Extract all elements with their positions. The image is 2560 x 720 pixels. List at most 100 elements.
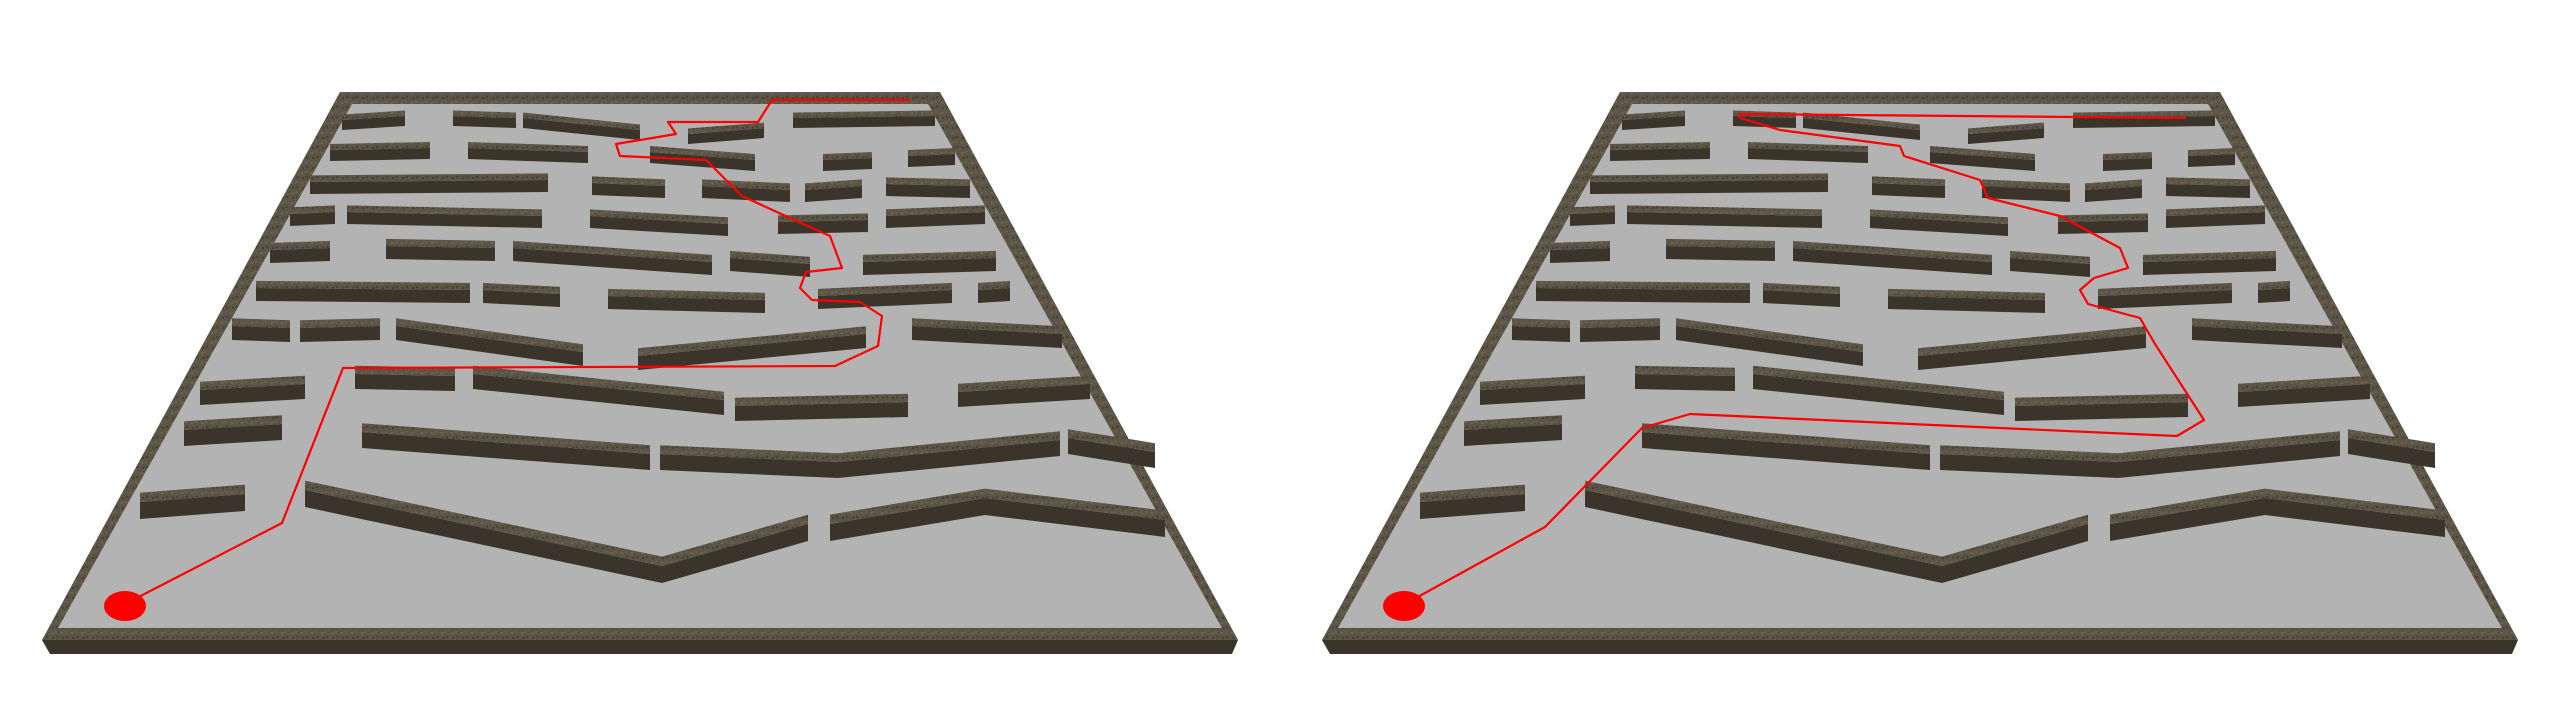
left-maze-wall-top-9 <box>823 151 872 160</box>
left-maze-wall-top-49 <box>830 488 985 524</box>
left-maze-wall-top-28 <box>608 288 765 300</box>
left-maze-wall-top-20 <box>886 205 985 216</box>
right-maze-wall-top-35 <box>2192 318 2342 334</box>
left-maze-wall-side-29 <box>818 290 952 309</box>
left-maze-wall-top-32 <box>300 318 380 328</box>
left-maze-wall-side-2 <box>453 116 516 128</box>
right-maze-wall-top-39 <box>2015 393 2188 406</box>
left-maze-wall-top-23 <box>513 240 712 262</box>
right-maze-wall-top-20 <box>2166 205 2265 216</box>
left-maze-wall-top-15 <box>886 177 970 186</box>
right-maze-wall-top-38 <box>1753 365 2004 400</box>
right-maze-wall-side-34 <box>1918 334 2146 370</box>
right-maze-wall-side-4 <box>1968 128 2044 144</box>
left-maze-wall-side-13 <box>702 186 790 202</box>
left-maze-wall-side-37 <box>355 374 455 391</box>
left-maze-wall-top-8 <box>650 145 755 160</box>
right-maze-wall-top-46 <box>1420 484 1525 502</box>
right-maze-wall-top-28 <box>1888 288 2045 300</box>
left-maze-wall-side-9 <box>823 158 872 171</box>
left-maze-wall-side-12 <box>592 183 665 198</box>
left-maze-wall-side-36 <box>200 384 305 405</box>
right-maze-wall-side-6 <box>1610 148 1710 161</box>
left-maze-wall-side-42 <box>362 432 650 470</box>
right-maze-wall-top-37 <box>1635 365 1735 376</box>
right-maze-wall-side-36 <box>1480 384 1585 405</box>
left-maze-wall-top-41 <box>184 415 282 430</box>
right-maze-wall-side-33 <box>1676 326 1863 366</box>
right-maze-wall-top-29 <box>2098 282 2232 296</box>
left-maze-wall-side-28 <box>608 296 765 313</box>
right-maze-wall-side-37 <box>1635 374 1735 391</box>
left-maze-wall-top-17 <box>347 205 542 216</box>
left-maze-wall-top-30 <box>978 280 1010 290</box>
right-maze-wall-top-27 <box>1763 282 1840 294</box>
left-maze-wall-side-24 <box>730 258 810 277</box>
right-maze-wall-side-38 <box>1753 374 2004 415</box>
right-maze-wall-top-31 <box>1512 318 1570 328</box>
right-maze-wall-top-11 <box>1590 173 1828 182</box>
right-maze-wall-top-43 <box>1940 445 2118 462</box>
right-maze-wall-side-21 <box>1550 248 1610 263</box>
left-maze-wall-top-21 <box>270 240 330 250</box>
right-maze-wall-top-49 <box>2110 488 2265 524</box>
right-maze-wall-side-49 <box>2110 498 2265 541</box>
left-maze-wall-top-38 <box>473 365 724 400</box>
right-maze-wall-top-22 <box>1666 238 1775 248</box>
right-maze-wall-top-21 <box>1550 240 1610 250</box>
right-maze-wall-top-6 <box>1610 141 1710 150</box>
right-maze-wall-side-9 <box>2103 158 2152 171</box>
left-maze-wall-side-30 <box>978 288 1010 303</box>
right-maze-wall-side-39 <box>2015 402 2188 421</box>
right-maze-wall-top-8 <box>1930 145 2035 160</box>
right-maze-wall-top-41 <box>1464 415 1562 430</box>
right-maze-wall-side-18 <box>1870 216 2008 236</box>
right-maze-wall-side-42 <box>1642 432 1930 470</box>
left-maze-wall-top-44 <box>838 431 1060 462</box>
left-maze-wall-top-27 <box>483 282 560 294</box>
left-maze-wall-side-49 <box>830 498 985 541</box>
right-maze-wall-side-28 <box>1888 296 2045 313</box>
right-maze-wall-side-40 <box>2238 384 2370 407</box>
left-maze-wall-top-26 <box>256 280 470 290</box>
left-maze-wall-side-35 <box>912 326 1062 348</box>
left-maze-wall-top-13 <box>702 179 790 190</box>
left-maze-wall-side-5 <box>793 116 935 128</box>
left-maze-wall-side-3 <box>523 118 640 140</box>
left-maze-wall-side-31 <box>232 326 290 342</box>
left-maze-wall-top-1 <box>342 110 405 120</box>
left-maze-wall-top-12 <box>592 176 665 186</box>
right-maze-wall-side-3 <box>1803 118 1920 140</box>
left-maze-wall-side-16 <box>290 212 335 226</box>
right-maze-wall-top-25 <box>2143 250 2276 262</box>
left-maze-wall-top-22 <box>386 238 495 248</box>
left-maze-wall-top-48 <box>662 514 808 566</box>
left-maze-wall-side-1 <box>342 116 405 130</box>
right-maze-solution-path <box>1404 112 2206 605</box>
right-maze-wall-side-35 <box>2192 326 2342 348</box>
right-maze-wall-top-14 <box>2085 179 2142 190</box>
left-maze-wall-side-26 <box>256 288 470 303</box>
right-maze-wall-top-13 <box>1982 179 2070 190</box>
left-maze-wall-top-29 <box>818 282 952 296</box>
left-maze-wall-top-4 <box>688 122 764 134</box>
left-maze-wall-top-19 <box>778 213 868 222</box>
right-maze-wall-top-15 <box>2166 177 2250 186</box>
left-maze-wall-top-40 <box>958 375 1090 392</box>
left-maze-wall-top-3 <box>523 112 640 130</box>
left-maze-wall-side-22 <box>386 246 495 261</box>
left-maze-start-marker <box>104 591 146 621</box>
right-maze-wall-top-17 <box>1627 205 1822 216</box>
left-maze-wall-side-32 <box>300 326 380 342</box>
left-maze-wall-side-48 <box>662 524 808 583</box>
right-maze-wall-side-41 <box>1464 424 1562 446</box>
right-maze-wall-side-47 <box>1585 490 1942 583</box>
left-maze-wall-top-36 <box>200 375 305 390</box>
right-maze-wall-top-26 <box>1536 280 1750 290</box>
right-maze-inner-walls <box>1420 110 2445 583</box>
left-maze-wall-side-6 <box>330 148 430 161</box>
right-maze-wall-side-17 <box>1627 212 1822 228</box>
left-maze-wall-top-43 <box>660 445 838 462</box>
right-maze-wall-top-24 <box>2010 250 2090 264</box>
